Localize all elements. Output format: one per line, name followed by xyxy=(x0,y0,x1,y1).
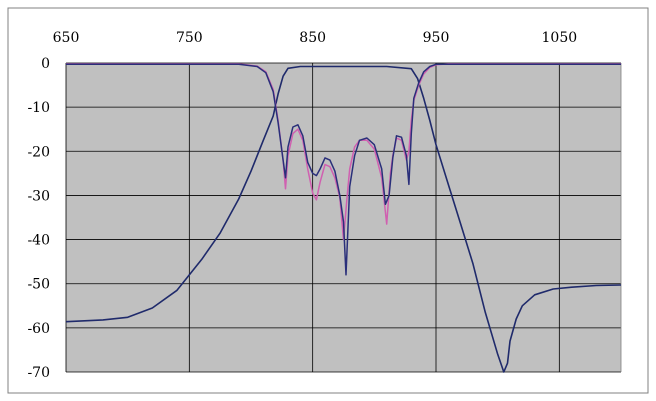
x-tick-label: 1050 xyxy=(542,30,578,46)
y-tick-label: -30 xyxy=(27,188,50,204)
series-line-transmission xyxy=(65,65,622,373)
series-lines xyxy=(65,63,622,373)
y-axis-tick-labels: 0 -10 -20 -30 -40 -50 -60 -70 xyxy=(27,56,50,381)
y-tick-label: -70 xyxy=(27,365,50,381)
x-axis-tick-labels: 650 750 850 950 1050 xyxy=(53,30,578,46)
x-tick-label: 950 xyxy=(423,30,450,46)
series-line-reflection-simulated xyxy=(66,63,621,241)
grid-lines xyxy=(65,62,622,373)
x-tick-label: 650 xyxy=(53,30,80,46)
y-tick-label: 0 xyxy=(41,56,50,72)
y-tick-label: -50 xyxy=(27,277,50,293)
y-tick-label: -40 xyxy=(27,233,50,249)
y-tick-label: -60 xyxy=(27,321,50,337)
x-tick-label: 850 xyxy=(299,30,326,46)
y-tick-label: -20 xyxy=(27,144,50,160)
series-line-reflection-measured xyxy=(66,63,621,276)
y-tick-label: -10 xyxy=(27,100,50,116)
x-tick-label: 750 xyxy=(176,30,203,46)
